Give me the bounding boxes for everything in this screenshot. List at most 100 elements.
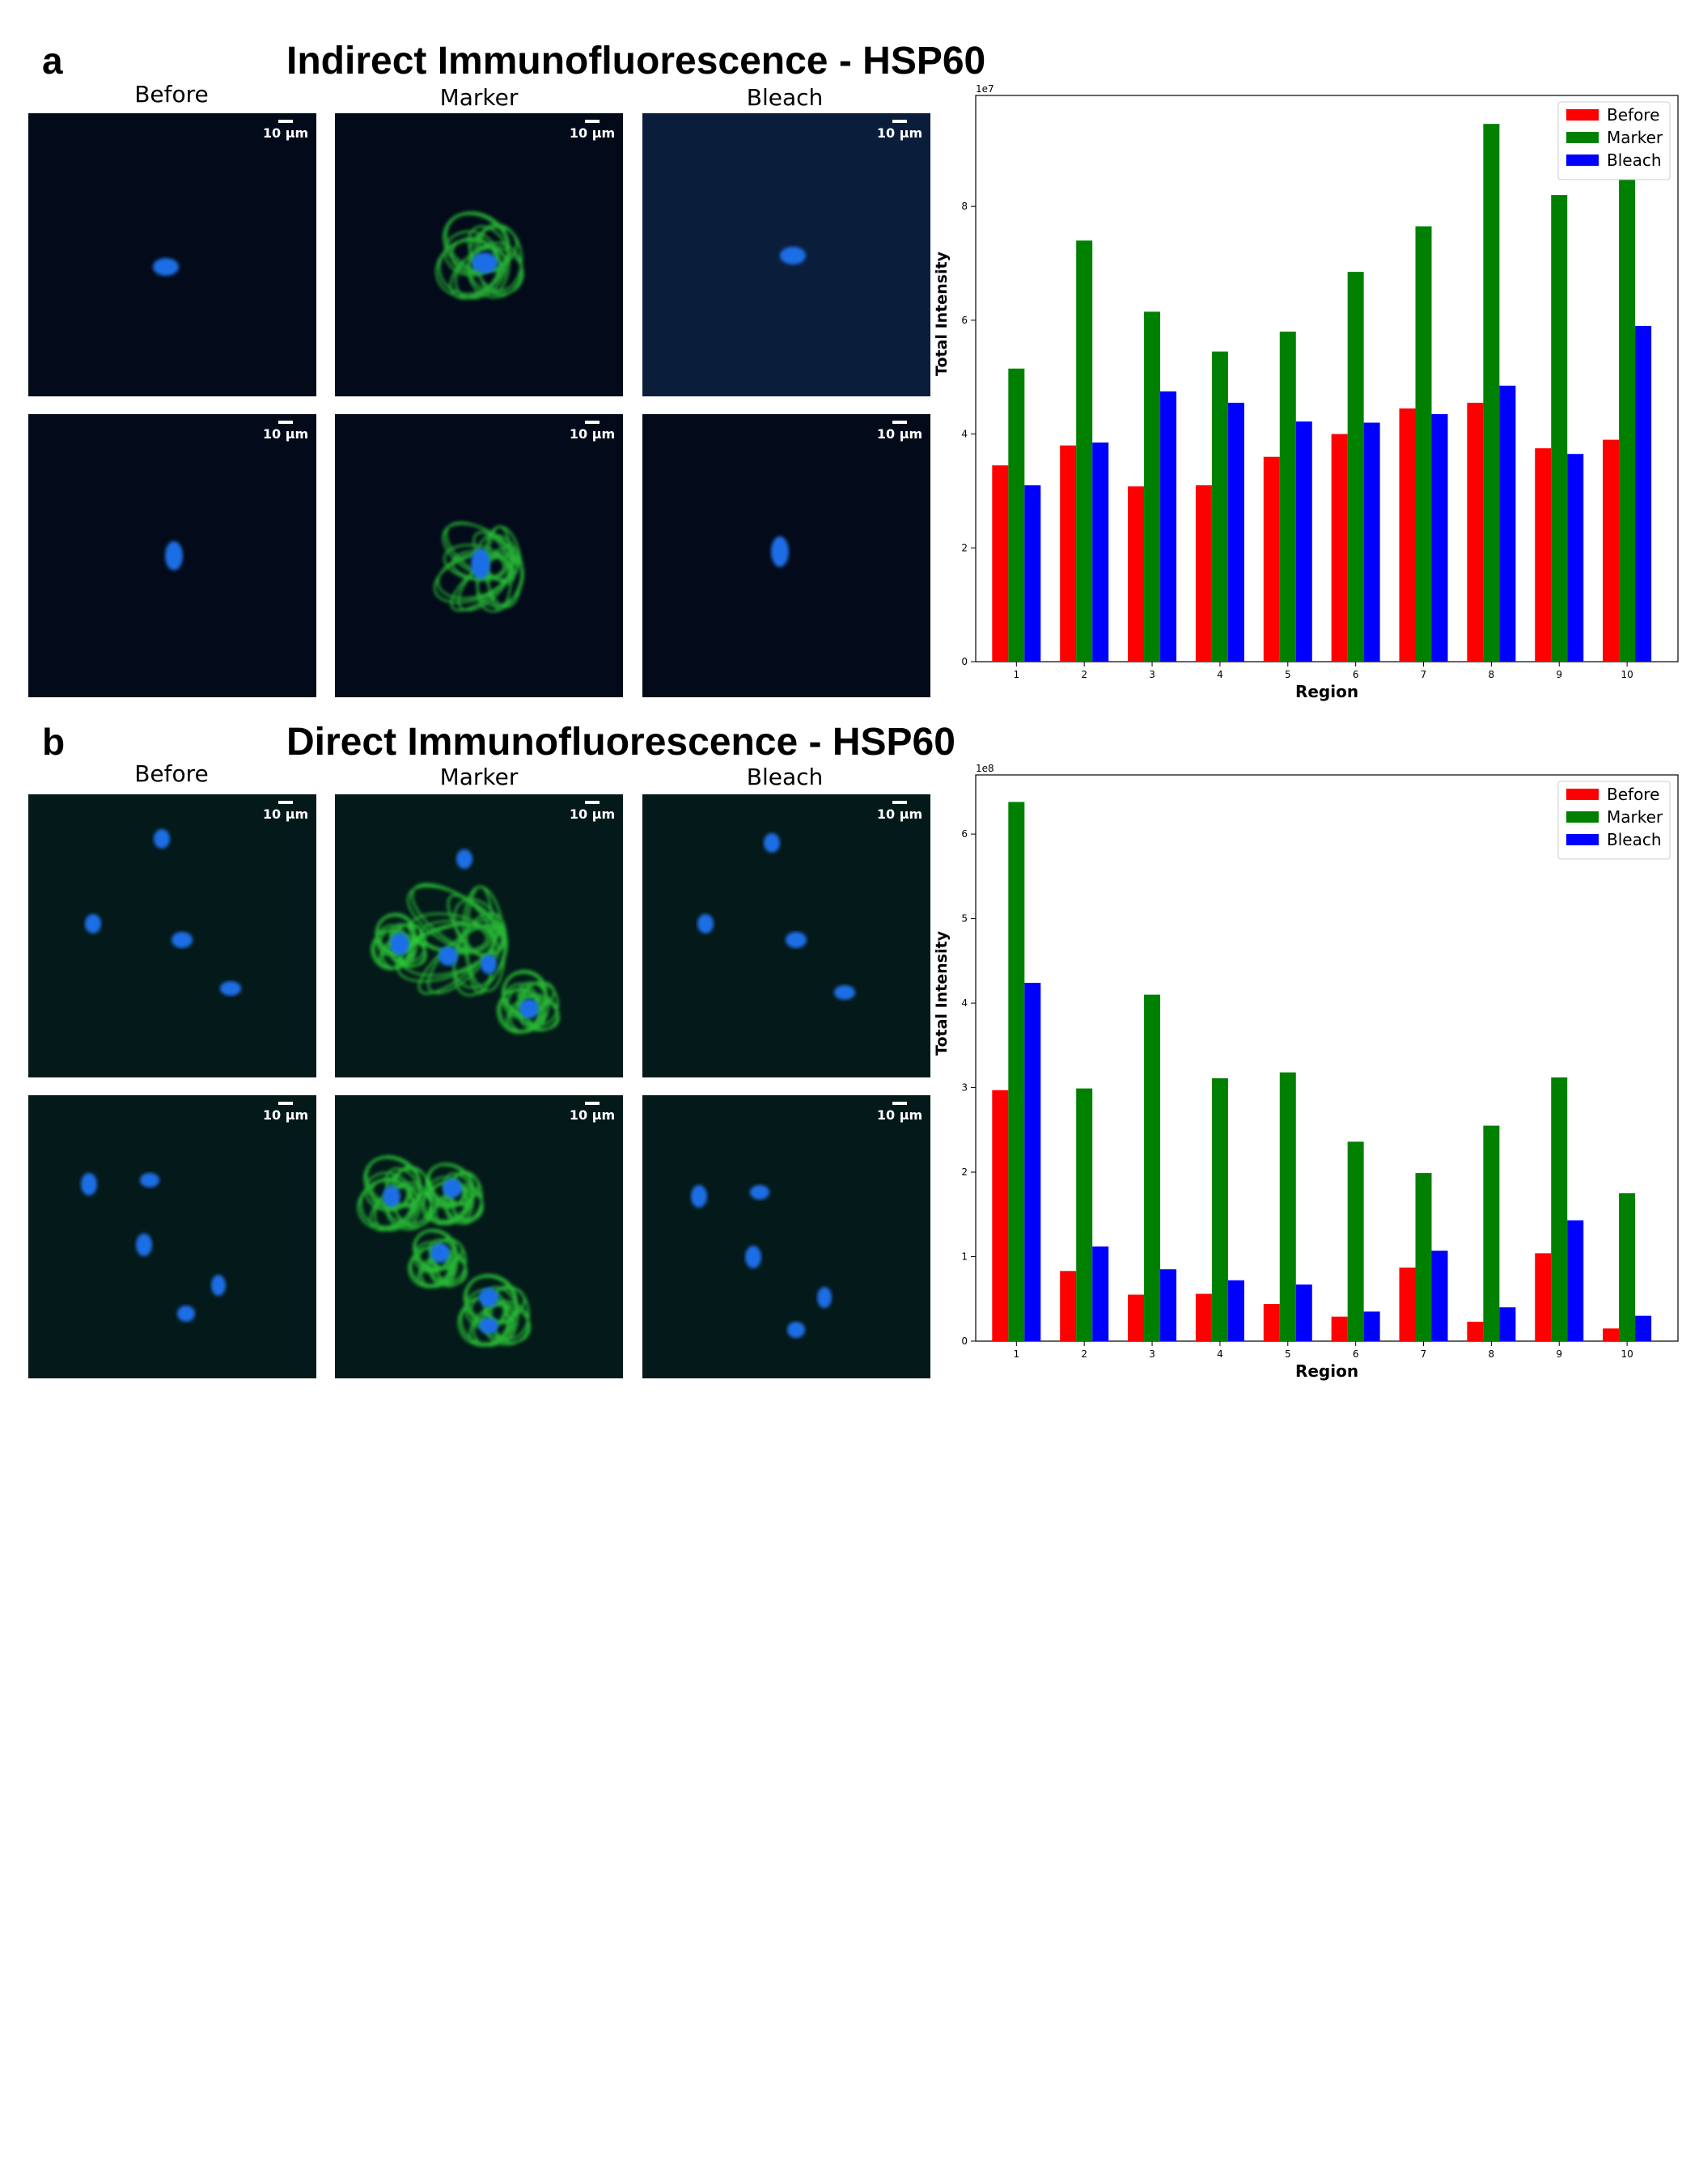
scale-bar-label: 10 μm	[876, 125, 923, 141]
micrograph-bleach-a-row1: 10 μm	[642, 113, 930, 396]
x-axis-label: Region	[1295, 682, 1358, 701]
bar-bleach-region-6	[1363, 1311, 1380, 1341]
scale-bar-label: 10 μm	[262, 125, 309, 141]
x-tick-label: 1	[1013, 1348, 1019, 1360]
y-tick-label: 0	[961, 1335, 968, 1347]
bar-bleach-region-2	[1092, 442, 1109, 662]
bar-bleach-region-1	[1024, 485, 1041, 662]
micrograph-before-b-row2: 10 μm	[28, 1095, 316, 1378]
bar-bleach-region-7	[1431, 1251, 1448, 1341]
scale-bar-line	[278, 120, 293, 123]
scale-bar-line	[585, 120, 600, 123]
micrograph-before-b-row1: 10 μm	[28, 794, 316, 1077]
bar-before-region-7	[1399, 1268, 1416, 1341]
scale-bar-label: 10 μm	[876, 806, 923, 822]
y-tick-label: 4	[961, 429, 968, 440]
scale-bar-line	[585, 421, 600, 424]
bar-marker-region-9	[1551, 1077, 1568, 1341]
bar-bleach-region-6	[1363, 422, 1380, 662]
legend-swatch-bleach	[1566, 834, 1599, 845]
x-tick-label: 4	[1217, 669, 1223, 680]
bar-marker-region-10	[1619, 1193, 1636, 1341]
scale-bar-line	[278, 421, 293, 424]
bar-before-region-7	[1399, 408, 1416, 662]
bar-before-region-1	[992, 465, 1009, 662]
bar-marker-region-9	[1551, 195, 1568, 662]
bar-bleach-region-1	[1024, 983, 1041, 1341]
bar-bleach-region-4	[1227, 1280, 1244, 1341]
bar-bleach-region-10	[1635, 325, 1652, 662]
bar-bleach-region-3	[1160, 1269, 1177, 1341]
legend-swatch-bleach	[1566, 154, 1599, 166]
scale-bar: 10 μm	[568, 421, 616, 442]
bar-marker-region-4	[1211, 351, 1228, 662]
scale-bar-label: 10 μm	[262, 806, 309, 822]
y-tick-label: 2	[961, 1166, 968, 1178]
panel-title-b: Direct Immunofluorescence - HSP60	[286, 721, 955, 764]
micrograph-bleach-b-row1: 10 μm	[642, 794, 930, 1077]
bar-marker-region-2	[1076, 240, 1093, 662]
y-tick-label: 3	[961, 1082, 968, 1094]
bar-before-region-2	[1060, 1271, 1077, 1341]
bar-bleach-region-9	[1567, 454, 1584, 662]
legend-label-before: Before	[1607, 105, 1659, 125]
bar-marker-region-3	[1144, 311, 1161, 662]
scale-bar-label: 10 μm	[569, 1107, 616, 1123]
legend-swatch-before	[1566, 109, 1599, 121]
scale-bar-line	[892, 421, 907, 424]
x-tick-label: 4	[1217, 1348, 1223, 1360]
y-tick-label: 2	[961, 542, 968, 553]
bar-marker-region-1	[1008, 368, 1025, 662]
x-tick-label: 5	[1285, 1348, 1291, 1360]
x-tick-label: 7	[1421, 669, 1427, 680]
y-tick-label: 0	[961, 656, 968, 667]
panel-letter-a: a	[42, 40, 63, 82]
micrograph-bleach-a-row2: 10 μm	[642, 414, 930, 697]
scale-bar: 10 μm	[261, 421, 310, 442]
column-label-marker-a: Marker	[439, 84, 519, 111]
scale-bar-label: 10 μm	[569, 806, 616, 822]
legend-label-bleach: Bleach	[1607, 830, 1662, 849]
x-tick-label: 3	[1149, 669, 1155, 680]
y-axis-label: Total Intensity	[933, 930, 951, 1056]
x-tick-label: 7	[1421, 1348, 1427, 1360]
bar-marker-region-5	[1279, 1072, 1296, 1341]
x-tick-label: 2	[1081, 669, 1087, 680]
scale-bar: 10 μm	[261, 1102, 310, 1123]
y-tick-label: 4	[961, 997, 968, 1009]
bar-before-region-1	[992, 1090, 1009, 1341]
scale-bar-label: 10 μm	[876, 426, 923, 442]
column-label-bleach-a: Bleach	[746, 84, 824, 111]
scale-bar-line	[585, 1102, 600, 1105]
micrograph-marker-b-row2: 10 μm	[335, 1095, 623, 1378]
legend-label-bleach: Bleach	[1607, 150, 1662, 170]
scale-bar-line	[892, 801, 907, 804]
bar-before-region-9	[1535, 1253, 1552, 1341]
micrograph-before-a-row2: 10 μm	[28, 414, 316, 697]
legend-label-before: Before	[1607, 785, 1659, 804]
bar-bleach-region-10	[1635, 1315, 1652, 1341]
x-tick-label: 10	[1621, 669, 1633, 680]
x-tick-label: 3	[1149, 1348, 1155, 1360]
micrograph-marker-a-row2: 10 μm	[335, 414, 623, 697]
y-axis-label: Total Intensity	[933, 251, 951, 376]
y-tick-label: 1	[961, 1251, 968, 1263]
x-tick-label: 6	[1353, 1348, 1359, 1360]
y-tick-label: 5	[961, 913, 968, 925]
column-label-bleach-b: Bleach	[746, 764, 824, 790]
micrograph-bleach-b-row2: 10 μm	[642, 1095, 930, 1378]
bar-before-region-3	[1128, 1294, 1145, 1341]
bar-marker-region-7	[1415, 226, 1432, 662]
bar-before-region-6	[1331, 1316, 1348, 1341]
bar-marker-region-6	[1347, 1141, 1364, 1341]
bar-chart-b: 1e8 0 1 2 3 4 5 6 1 2 3 4 5 6 7 8 9 10 Region Total Intensi…	[933, 763, 1679, 1381]
legend-swatch-before	[1566, 789, 1599, 800]
bar-before-region-5	[1263, 456, 1280, 662]
bar-bleach-region-9	[1567, 1220, 1584, 1341]
bar-before-region-10	[1603, 1328, 1620, 1341]
panel-title-a: Indirect Immunofluorescence - HSP60	[286, 40, 986, 83]
bar-marker-region-6	[1347, 272, 1364, 662]
scale-bar: 10 μm	[875, 801, 924, 822]
scale-bar: 10 μm	[875, 421, 924, 442]
bar-before-region-2	[1060, 445, 1077, 662]
